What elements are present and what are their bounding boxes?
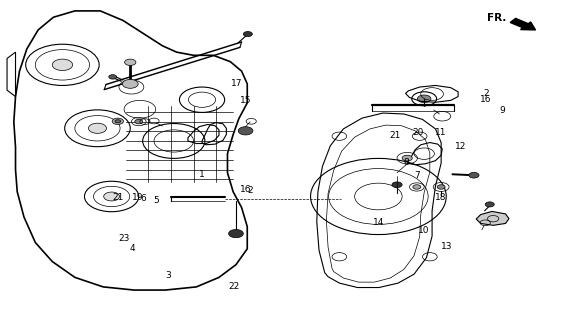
Text: 16: 16 — [480, 95, 491, 104]
Text: 2: 2 — [483, 89, 489, 98]
Circle shape — [485, 202, 494, 207]
Text: 10: 10 — [419, 226, 430, 235]
Text: 22: 22 — [229, 282, 240, 291]
Text: 13: 13 — [440, 242, 452, 251]
Circle shape — [228, 229, 243, 238]
Text: 15: 15 — [240, 96, 251, 105]
Circle shape — [52, 59, 73, 70]
Circle shape — [469, 172, 479, 178]
Circle shape — [437, 185, 445, 189]
Circle shape — [115, 120, 120, 123]
Polygon shape — [476, 212, 509, 225]
Circle shape — [89, 123, 107, 133]
Circle shape — [392, 182, 402, 188]
Text: 6: 6 — [140, 194, 146, 203]
Circle shape — [124, 59, 136, 66]
Text: 1: 1 — [199, 170, 205, 179]
Text: 14: 14 — [373, 218, 385, 227]
Circle shape — [243, 32, 252, 36]
Text: 18: 18 — [436, 193, 447, 202]
Text: 7: 7 — [414, 171, 420, 180]
Circle shape — [135, 119, 143, 124]
Text: 19: 19 — [132, 193, 144, 202]
Circle shape — [402, 155, 412, 161]
Circle shape — [417, 95, 431, 103]
Circle shape — [112, 118, 123, 124]
Circle shape — [238, 127, 253, 135]
FancyArrow shape — [510, 18, 536, 30]
Text: 11: 11 — [436, 128, 447, 137]
Text: 8: 8 — [404, 158, 410, 167]
Text: 21: 21 — [112, 193, 124, 202]
Text: 20: 20 — [412, 128, 424, 137]
Circle shape — [109, 75, 116, 79]
Text: 2: 2 — [247, 186, 253, 195]
Text: 4: 4 — [130, 244, 135, 253]
Circle shape — [104, 192, 119, 201]
Text: 23: 23 — [118, 234, 130, 243]
Circle shape — [413, 185, 421, 189]
Text: FR.: FR. — [487, 13, 506, 23]
Text: 16: 16 — [240, 185, 251, 194]
Text: 21: 21 — [390, 131, 401, 140]
Text: 5: 5 — [153, 196, 158, 205]
Text: 3: 3 — [165, 271, 171, 280]
Text: 9: 9 — [500, 106, 506, 115]
Circle shape — [122, 79, 138, 88]
Text: 17: 17 — [231, 79, 243, 88]
Text: 12: 12 — [454, 142, 466, 151]
